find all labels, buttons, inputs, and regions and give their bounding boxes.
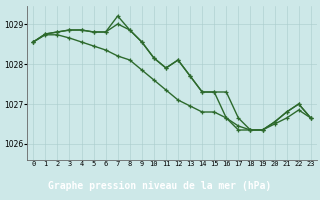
Text: Graphe pression niveau de la mer (hPa): Graphe pression niveau de la mer (hPa)	[48, 181, 272, 191]
